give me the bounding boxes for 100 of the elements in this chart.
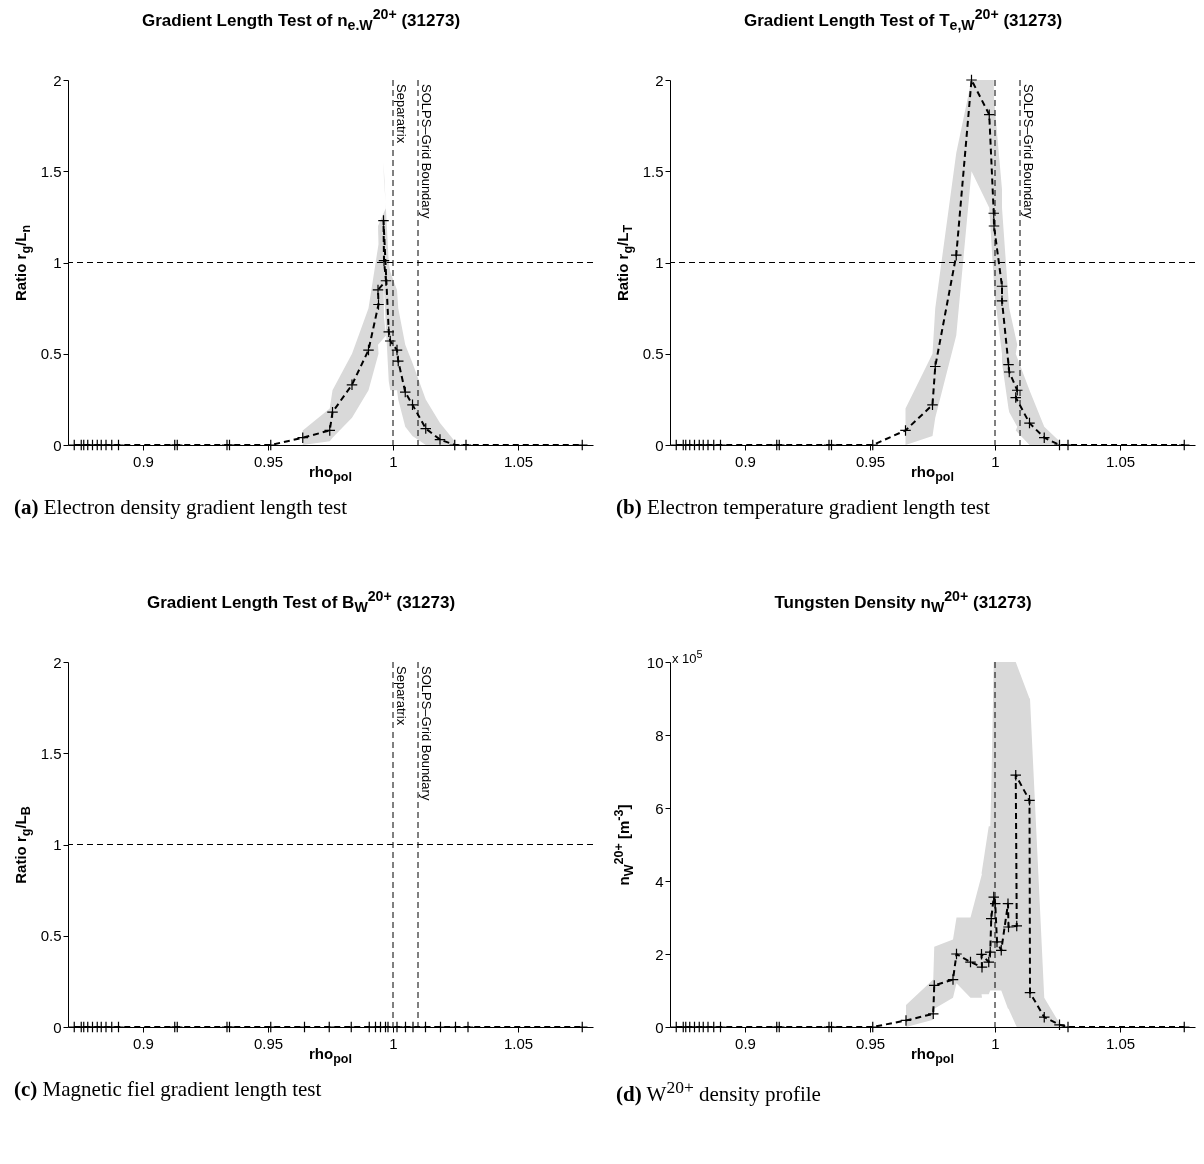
point [112,439,125,451]
point [1002,358,1015,371]
y-tick-label: 0.5 [642,345,664,363]
point [1011,384,1024,397]
point [1053,1018,1066,1031]
point [1023,417,1036,429]
point [964,956,977,968]
x-tick-label: 1.05 [503,1034,534,1052]
point [384,335,397,347]
y-tick-label: 2 [53,653,62,671]
x-tick-label: 1 [991,452,1000,470]
point [926,399,939,411]
point [392,355,405,367]
point [380,274,392,287]
point [947,973,959,986]
y-tick-label: 1 [655,254,664,271]
point [987,207,1000,220]
ref-line-label: Separatrix [394,666,409,726]
point [1024,986,1036,999]
point [1002,921,1015,933]
x-tick-label: 1 [389,452,398,470]
x-tick-label: 0.9 [735,1034,756,1052]
point [1003,366,1016,378]
point [985,912,998,925]
point [399,386,412,398]
x-tick-label: 0.95 [855,452,886,470]
point [991,936,1003,948]
point [988,220,1000,232]
annotation: x 10$^{5}$ [672,648,703,667]
y-tick-label: 1.5 [40,162,62,180]
point [950,249,963,262]
chart-title: Tungsten Density n$_{W}$$^{20+}$ (31273) [774,588,1032,616]
point [1023,794,1036,807]
point [989,897,1002,910]
point [382,326,395,338]
y-tick-label: 0 [655,1018,664,1036]
point [372,298,385,311]
y-tick-label: 1.5 [642,162,664,180]
point [1009,769,1022,781]
y-tick-label: 1.5 [40,744,62,762]
point [1009,391,1022,404]
point [899,424,912,437]
y-tick-label: 4 [655,872,664,890]
x-tick-label: 1 [389,1034,398,1052]
point [406,399,419,411]
point [1178,439,1191,451]
y-tick-label: 10 [646,653,664,671]
point [326,406,339,418]
point [996,294,1008,307]
y-tick-label: 1 [53,836,62,853]
text: (d) W$^{20+}$ density profile [615,1077,822,1107]
x-tick-label: 1.05 [1105,452,1136,470]
point [1010,920,1023,932]
y-tick-label: 0 [53,436,62,454]
ref-line-label: SOLPS–Grid Boundary [1021,84,1036,219]
y-tick-label: 0 [53,1018,62,1036]
point [983,108,996,121]
point [419,422,432,435]
point [296,431,309,444]
point [1038,1011,1051,1023]
x-axis-title: rho$_{pol}$ [309,463,352,484]
point [378,254,390,267]
x-axis-title: rho$_{pol}$ [911,463,954,484]
point [984,946,997,959]
x-tick-label: 0.9 [133,452,154,470]
x-tick-label: 0.95 [253,452,284,470]
text: (a) Electron density gradient length test [13,495,348,520]
y-tick-label: 8 [655,726,664,744]
point [377,214,390,227]
text: (c) Magnetic fiel gradient length test [13,1077,323,1102]
x-axis-title: rho$_{pol}$ [309,1045,352,1066]
point [714,439,727,451]
point [995,944,1008,957]
point [927,1008,940,1020]
chart-title: Gradient Length Test of n$_{e.W}$$^{20+}$ (31273) [140,5,462,36]
y-tick-label: 0.5 [40,345,62,363]
point [323,424,336,437]
chart-title: Gradient Length Test of B$_{W}$$^{20+}$ (31273) [145,587,457,618]
point [950,948,963,960]
ref-line-label: SOLPS–Grid Boundary [419,84,434,219]
chart-title: Gradient Length Test of T$_{e,W}$$^{20+}$ (31273) [742,5,1064,36]
point [346,378,358,391]
x-tick-label: 0.95 [855,1034,886,1052]
point [391,344,403,356]
point [976,961,988,973]
x-tick-label: 1.05 [503,452,534,470]
x-tick-label: 0.95 [253,1034,284,1052]
point [714,1021,727,1033]
ref-line-label: Separatrix [394,84,409,144]
y-tick-label: 2 [655,945,664,963]
y-tick-label: 0 [655,436,664,454]
y-tick-label: 6 [655,799,664,817]
x-tick-label: 0.9 [735,452,756,470]
y-tick-label: 1 [53,254,62,271]
y-tick-label: 2 [53,71,62,89]
point [362,344,375,356]
ref-line-label: SOLPS–Grid Boundary [419,666,434,801]
x-tick-label: 1.05 [1105,1034,1136,1052]
x-tick-label: 1 [991,1034,1000,1052]
text: (b) Electron temperature gradient length test [615,495,991,520]
